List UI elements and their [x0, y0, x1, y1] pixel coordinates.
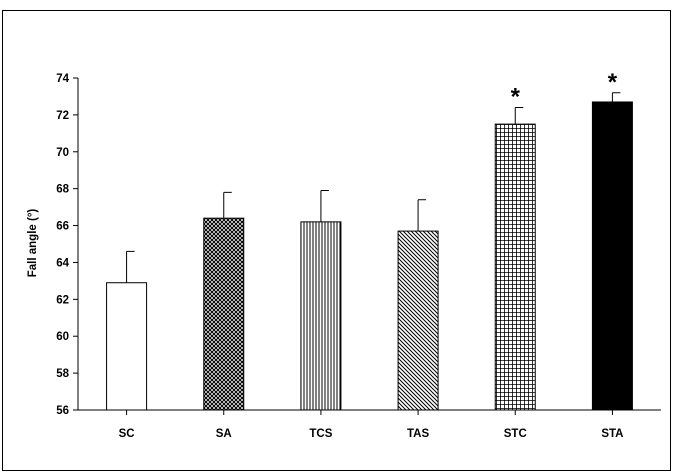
bar-tas [397, 230, 439, 411]
x-axis-tick-labels: SC SA TCS TAS STC STA [119, 428, 624, 440]
y-tick-label: 58 [56, 368, 69, 380]
y-tick-label: 64 [56, 257, 69, 269]
significance-marker: * [608, 69, 618, 96]
x-tick-label: TCS [309, 428, 332, 440]
x-tick-label: STA [601, 428, 623, 440]
bar-tcs [300, 221, 342, 411]
bars: ** [106, 69, 633, 415]
x-tick-label: SC [119, 428, 135, 440]
bar-sta [591, 101, 633, 411]
y-tick-label: 74 [56, 73, 69, 85]
y-axis-ticks: 56 58 60 62 64 66 68 70 72 74 [56, 73, 78, 417]
y-tick-label: 62 [56, 294, 69, 306]
bar-stc [494, 123, 536, 411]
significance-marker: * [511, 84, 521, 111]
y-tick-label: 72 [56, 110, 69, 122]
y-tick-label: 60 [56, 331, 69, 343]
x-tick-label: STC [504, 428, 527, 440]
y-tick-label: 56 [56, 405, 69, 417]
y-axis-label: Fall angle (°) [27, 209, 39, 278]
y-tick-label: 68 [56, 184, 69, 196]
x-tick-label: TAS [407, 428, 429, 440]
y-tick-label: 70 [56, 147, 69, 159]
axes [77, 78, 661, 411]
y-tick-label: 66 [56, 221, 69, 233]
bar-sc [106, 282, 148, 411]
bar-sa [203, 217, 245, 411]
x-tick-label: SA [216, 428, 232, 440]
